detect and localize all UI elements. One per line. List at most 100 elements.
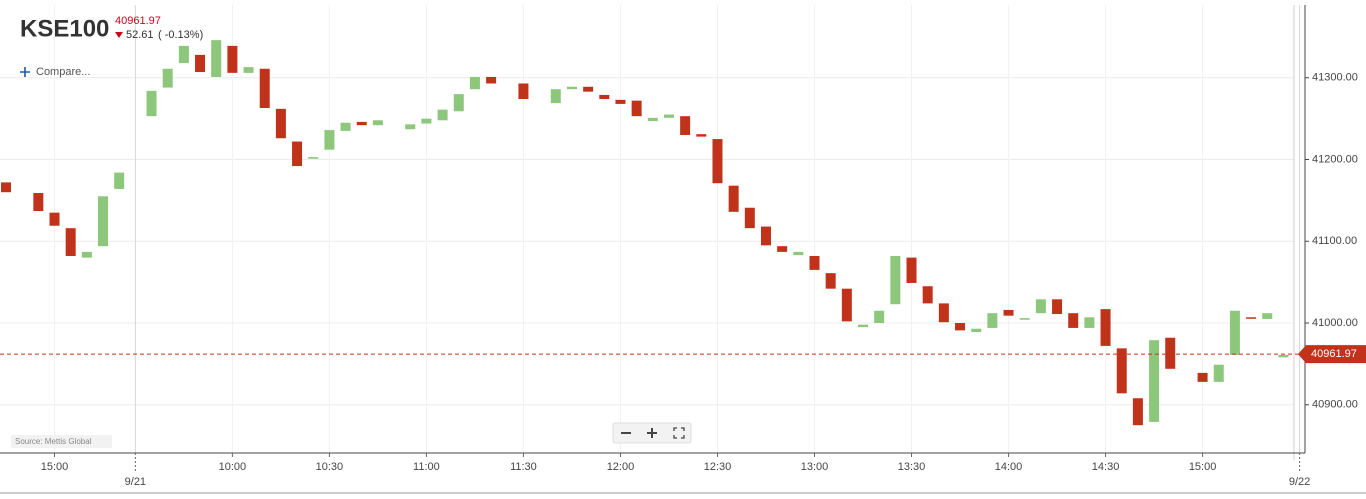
y-tick-label: 40900.00 <box>1312 399 1358 411</box>
candle <box>1213 364 1224 382</box>
candle <box>906 257 917 283</box>
candle <box>518 83 529 100</box>
candle <box>1165 337 1176 369</box>
candle <box>566 86 577 90</box>
candle <box>486 76 497 84</box>
candle <box>1084 317 1095 328</box>
candle <box>1019 318 1030 320</box>
date-label: 9/22 <box>1289 476 1310 488</box>
x-tick-label: 12:30 <box>704 461 732 473</box>
zoom-controls <box>612 422 692 444</box>
candle <box>308 157 319 159</box>
y-tick-label: 41000.00 <box>1312 317 1358 329</box>
candle <box>1068 313 1079 328</box>
candle <box>259 68 270 109</box>
candle <box>809 255 820 270</box>
candle <box>243 67 254 73</box>
change-percent: ( -0.13%) <box>158 29 203 41</box>
candle <box>211 40 222 77</box>
candle <box>1246 317 1257 319</box>
candle <box>599 94 610 100</box>
candle <box>437 109 448 121</box>
candle <box>728 185 739 212</box>
last-price-tag <box>1298 345 1366 364</box>
candle <box>98 196 109 247</box>
candle <box>615 99 626 104</box>
x-tick-label: 11:00 <box>413 461 440 473</box>
candle <box>793 251 804 256</box>
candle <box>663 114 674 118</box>
candle <box>631 100 642 117</box>
candle <box>324 130 335 150</box>
down-arrow <box>115 32 123 38</box>
candle <box>453 94 464 112</box>
candle <box>1035 299 1046 314</box>
candle <box>356 121 367 126</box>
candle <box>647 117 658 122</box>
candle <box>760 226 771 246</box>
compare-button[interactable]: Compare... <box>20 66 90 78</box>
candle <box>987 313 998 328</box>
source-box <box>11 435 112 448</box>
candle <box>1149 340 1160 422</box>
candle <box>938 303 949 323</box>
x-tick-label: 13:30 <box>898 461 926 473</box>
candle <box>1262 313 1273 319</box>
candle <box>1 182 11 193</box>
plus-icon <box>20 67 30 77</box>
x-tick-label: 10:00 <box>219 461 247 473</box>
candle <box>858 324 869 328</box>
grid <box>0 5 1301 453</box>
candle <box>65 228 76 256</box>
candle <box>1278 354 1289 358</box>
candle <box>1197 372 1208 382</box>
candle <box>292 141 303 167</box>
x-tick-label: 10:30 <box>316 461 344 473</box>
candle <box>550 89 561 104</box>
candle <box>825 273 836 289</box>
x-tick-label: 11:30 <box>510 461 537 473</box>
fullscreen[interactable] <box>673 427 685 439</box>
last-price-tag-label: 40961.97 <box>1311 348 1357 360</box>
candle <box>114 172 125 189</box>
candle <box>712 139 723 184</box>
zoom-in[interactable] <box>647 428 657 438</box>
candle <box>1100 309 1111 346</box>
candle <box>405 124 416 130</box>
change: 52.61 <box>126 29 154 41</box>
source: Source: Mettis Global <box>15 437 92 446</box>
candle <box>33 193 44 212</box>
candle <box>275 108 286 139</box>
candle <box>1003 309 1014 316</box>
candle <box>1116 348 1127 394</box>
candle <box>49 212 60 226</box>
candle <box>372 120 383 126</box>
chart-title: KSE100 <box>20 15 109 42</box>
candle <box>971 328 982 333</box>
candle <box>340 122 351 131</box>
candle <box>680 116 691 135</box>
x-tick-label: 14:30 <box>1092 461 1120 473</box>
x-tick-label: 14:00 <box>995 461 1023 473</box>
y-tick-label: 41300.00 <box>1312 72 1358 84</box>
x-tick-label: 12:00 <box>607 461 635 473</box>
x-tick-label: 15:00 <box>41 461 69 473</box>
candle <box>162 68 173 88</box>
candle <box>81 251 92 258</box>
candle <box>777 246 788 252</box>
candle <box>696 134 707 137</box>
labels: 40900.00 41000.00 41100.00 41200.00 41300.00… <box>41 72 1366 488</box>
x-tick-label: 13:00 <box>801 461 829 473</box>
candle <box>955 323 966 331</box>
candle <box>890 255 901 305</box>
candle <box>146 90 157 117</box>
candle <box>195 54 206 73</box>
candle <box>227 45 238 73</box>
compare-label[interactable]: Compare... <box>36 66 90 78</box>
candle <box>841 288 852 322</box>
x-tick-label: 15:00 <box>1189 461 1217 473</box>
candle <box>178 45 189 64</box>
y-tick-label: 41100.00 <box>1312 235 1357 247</box>
candle <box>421 118 432 124</box>
date-label: 9/21 <box>125 476 146 488</box>
